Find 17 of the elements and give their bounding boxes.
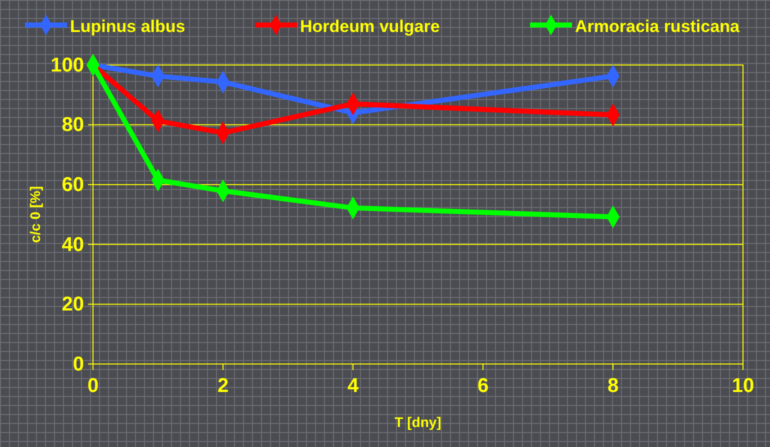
legend-label: Armoracia rusticana [575, 17, 740, 36]
y-tick-label: 100 [50, 54, 84, 76]
y-tick-label: 40 [62, 234, 84, 256]
y-tick-label: 0 [72, 353, 84, 376]
x-tick-label: 8 [607, 375, 619, 398]
legend-label: Lupinus albus [70, 17, 186, 36]
x-tick-label: 6 [477, 375, 489, 398]
x-axis-title: T [dny] [394, 414, 442, 430]
y-tick-label: 20 [62, 294, 84, 316]
x-tick-label: 10 [732, 375, 754, 398]
x-tick-label: 2 [217, 375, 229, 398]
y-tick-label: 80 [62, 114, 84, 136]
y-axis-title: c/c 0 [%] [27, 186, 43, 243]
x-tick-label: 4 [347, 375, 360, 398]
y-tick-label: 60 [62, 174, 84, 196]
x-tick-label: 0 [87, 375, 99, 398]
legend-label: Hordeum vulgare [300, 17, 440, 36]
